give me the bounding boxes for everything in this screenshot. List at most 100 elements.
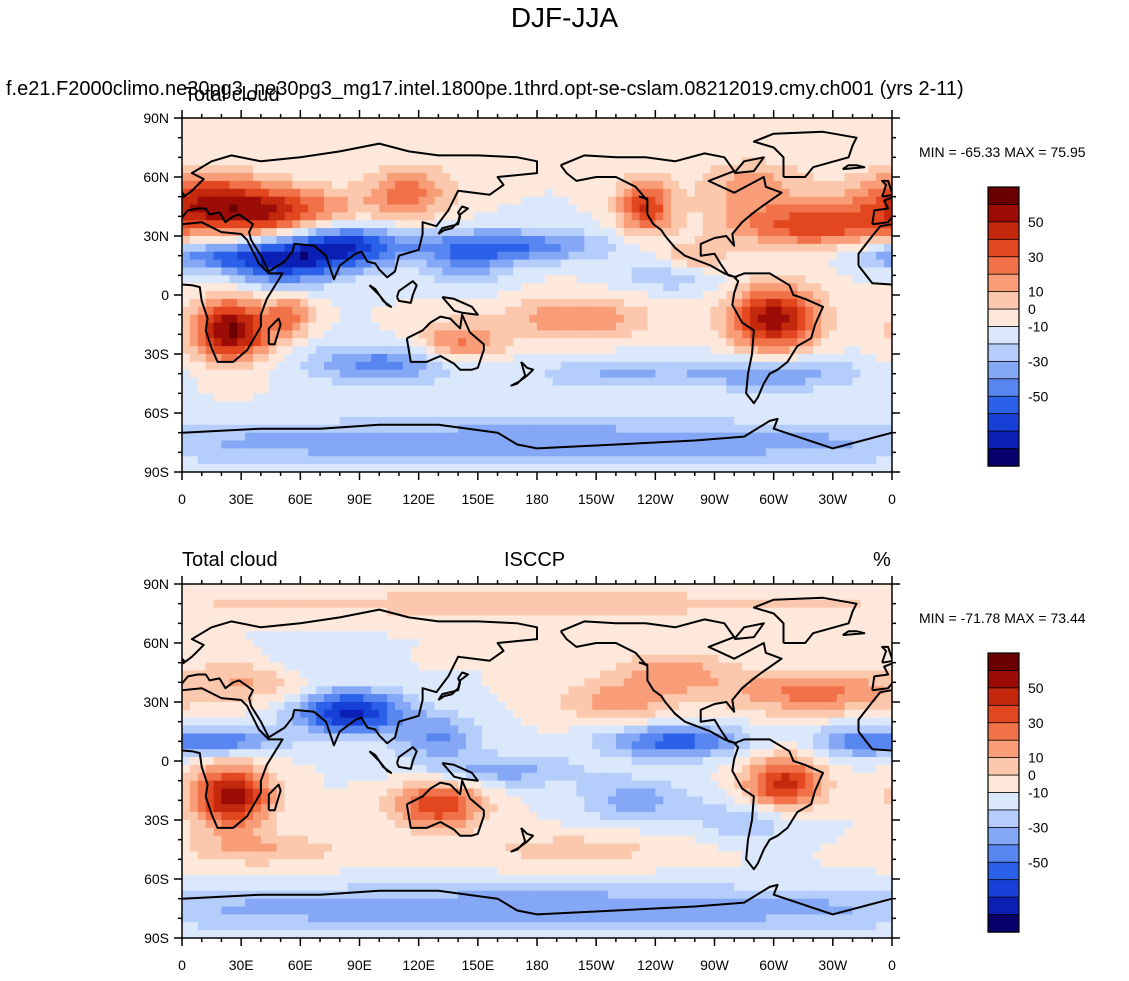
lon-tick-label: 60W [759,957,789,973]
colorbar-swatch [987,204,1020,223]
colorbar-swatch [987,687,1020,707]
colorbar-swatch [987,792,1020,811]
colorbar-frame [987,652,1020,933]
colorbar-swatch [987,326,1020,345]
lat-tick-label: 90N [143,110,169,126]
lon-tick-label: 60W [759,491,789,507]
colorbar-swatch [987,308,1020,328]
panel-2-center-label: ISCCP [504,549,566,571]
lon-tick-label: 180 [525,491,549,507]
colorbar-swatch [987,652,1020,672]
colorbar-swatch [987,861,1020,881]
colorbar-swatch [987,704,1020,724]
colorbar-swatch [987,395,1020,415]
colorbar-swatch [987,413,1020,432]
lon-tick-label: 180 [525,957,549,973]
lon-tick-label: 150W [578,491,615,507]
colorbar-tick-label: 30 [1028,715,1044,731]
lat-tick-label: 30N [143,694,169,710]
lat-tick-label: 0 [161,287,169,303]
lon-tick-label: 30W [818,491,848,507]
map-panel-model: 0 30E 60E 90E 120E 150E 180 150W 120W 90W 60W 30W 0 9… [143,110,900,507]
panel-1-left-label: Total cloud [184,84,280,106]
lat-tick-label: 60N [143,635,169,651]
colorbar-tick-label: -10 [1028,319,1048,335]
lat-tick-label: 30S [144,812,169,828]
colorbar-tick-label: -30 [1028,819,1048,835]
colorbar-swatch [987,722,1020,741]
lon-tick-label: 60E [288,957,313,973]
lon-tick-label: 150W [578,957,615,973]
colorbar-swatch [987,739,1020,759]
lon-tick-label: 0 [888,957,896,973]
lon-tick-label: 120W [637,957,674,973]
lat-tick-label: 60S [144,405,169,421]
colorbar-swatch [987,186,1020,206]
coastlines [182,596,892,916]
colorbar-tick-label: 10 [1028,750,1044,766]
colorbar-swatch [987,826,1020,846]
colorbar-model: 50 30 100 -10 -30 -50 [987,186,1048,467]
colorbar-swatch [987,256,1020,275]
colorbar-tick-label: 10 [1028,284,1044,300]
colorbar-swatch [987,273,1020,293]
lon-tick-label: 60E [288,491,313,507]
colorbar-tick-label: -50 [1028,854,1048,870]
figure-title: DJF-JJA [510,2,619,33]
colorbar-swatch [987,914,1020,933]
lon-tick-label: 90E [347,957,372,973]
lon-tick-label: 30E [229,957,254,973]
lon-tick-label: 0 [178,957,186,973]
colorbar-tick-label: -10 [1028,785,1048,801]
colorbar-isccp: 50 30 100 -10 -30 -50 [987,652,1048,933]
panel-1-min-max: MIN = -65.33 MAX = 75.95 [919,144,1086,160]
colorbar-swatch [987,844,1020,863]
colorbar-swatch [987,670,1020,689]
colorbar-tick-label: -50 [1028,388,1048,404]
lon-tick-label: 30E [229,491,254,507]
lon-tick-label: 120E [402,957,435,973]
colorbar-swatch [987,757,1020,776]
contour-field [182,584,892,938]
lat-tick-label: 60N [143,169,169,185]
lon-tick-label: 0 [178,491,186,507]
colorbar-swatch [987,291,1020,310]
colorbar-swatch [987,378,1020,397]
colorbar-tick-label: -30 [1028,353,1048,369]
lat-tick-label: 0 [161,753,169,769]
lon-tick-label: 90E [347,491,372,507]
colorbar-swatch [987,896,1020,916]
lon-tick-label: 90W [700,491,730,507]
panel-2-left-label: Total cloud [182,549,278,571]
lat-tick-label: 60S [144,871,169,887]
colorbar-frame [987,186,1020,467]
lon-tick-label: 120W [637,491,674,507]
colorbar-tick-label: 0 [1028,301,1036,317]
colorbar-swatch [987,448,1020,467]
lon-tick-label: 150E [461,491,494,507]
colorbar-tick-label: 30 [1028,249,1044,265]
lon-tick-label: 150E [461,957,494,973]
contour-field [182,118,892,472]
lon-tick-label: 30W [818,957,848,973]
colorbar-tick-label: 50 [1028,214,1044,230]
map-panel-isccp: 0 30E 60E 90E 120E 150E 180 150W 120W 90W 60W 30W 09… [143,576,900,973]
lon-tick-label: 90W [700,957,730,973]
colorbar-swatch [987,774,1020,794]
colorbar-swatch [987,430,1020,450]
colorbar-swatch [987,238,1020,258]
panel-2-units-label: % [873,549,891,571]
colorbar-swatch [987,879,1020,898]
colorbar-swatch [987,809,1020,829]
colorbar-tick-label: 0 [1028,767,1036,783]
panel-2-min-max: MIN = -71.78 MAX = 73.44 [919,610,1086,626]
colorbar-swatch [987,221,1020,241]
lat-tick-label: 90N [143,576,169,592]
lat-tick-label: 90S [144,930,169,946]
lon-tick-label: 0 [888,491,896,507]
lat-tick-label: 30N [143,228,169,244]
case-title: f.e21.F2000climo.ne30pg3_ne30pg3_mg17.in… [6,78,964,100]
coastlines [182,130,892,450]
lon-tick-label: 120E [402,491,435,507]
